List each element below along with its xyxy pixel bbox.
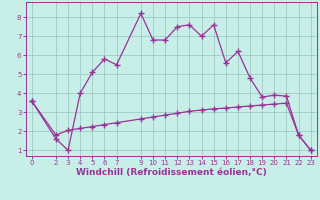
- X-axis label: Windchill (Refroidissement éolien,°C): Windchill (Refroidissement éolien,°C): [76, 168, 267, 177]
